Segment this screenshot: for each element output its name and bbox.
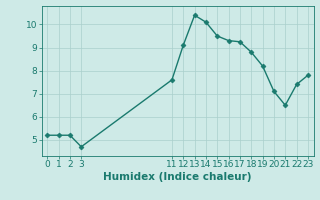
X-axis label: Humidex (Indice chaleur): Humidex (Indice chaleur): [103, 172, 252, 182]
